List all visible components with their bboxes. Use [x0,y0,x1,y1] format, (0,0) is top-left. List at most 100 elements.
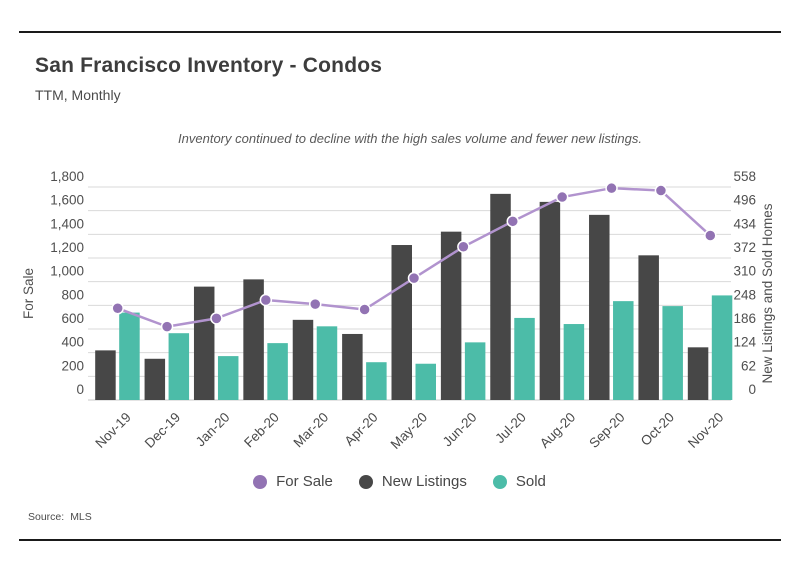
top-divider [19,31,781,33]
bar [366,362,387,400]
bar [168,333,190,400]
svg-text:Jul-20: Jul-20 [492,410,529,447]
bar [342,333,363,400]
svg-text:434: 434 [733,216,756,231]
for-sale-point [111,302,124,315]
chart-title: San Francisco Inventory - Condos [35,54,383,77]
for-sale-point [555,190,569,204]
for-sale-point [407,271,421,285]
x-axis-labels: Nov-19 Dec-19 Jan-20 Feb-20 Mar-20 Apr-20 May-… [92,410,726,452]
for-sale-point [308,297,322,311]
svg-text:May-20: May-20 [388,410,430,452]
for-sale-point [358,303,371,316]
svg-text:558: 558 [733,169,756,184]
for-sale-point [506,215,520,228]
svg-text:400: 400 [61,335,84,350]
left-axis-title: For Sale [21,268,36,319]
bar [638,255,659,400]
svg-text:Oct-20: Oct-20 [638,410,677,449]
bar [711,295,733,400]
bar [193,286,215,400]
source-note: Source: MLS [28,511,98,523]
svg-text:Jun-20: Jun-20 [440,410,480,450]
bars-sold [119,295,733,400]
svg-text:Feb-20: Feb-20 [241,410,282,451]
svg-text:0: 0 [748,382,756,397]
bar [292,319,314,400]
left-axis-ticks: 0 200 400 600 800 1,000 1,200 1,400 1,600 1,800 [50,169,84,397]
bottom-divider [19,539,781,541]
svg-text:372: 372 [733,240,756,255]
svg-text:Jan-20: Jan-20 [193,410,233,450]
bar [539,201,561,400]
combo-chart-svg: 0 200 400 600 800 1,000 1,200 1,400 1,600 1,800 0 6… [21,169,775,452]
legend-label: New Listings [381,473,467,490]
svg-text:1,000: 1,000 [50,264,84,279]
svg-text:600: 600 [61,311,84,326]
bar [267,343,288,400]
svg-text:Mar-20: Mar-20 [291,410,332,451]
right-axis-ticks: 0 62 124 186 248 310 372 434 496 558 [733,169,756,397]
svg-text:310: 310 [733,264,756,279]
bar [217,356,239,400]
bar [613,301,634,400]
svg-text:1,800: 1,800 [50,169,84,184]
bar [95,350,116,400]
legend-item-for-sale: For Sale [253,473,333,490]
for-sale-point [605,181,618,195]
svg-text:Apr-20: Apr-20 [341,410,380,449]
bar [440,231,462,400]
svg-text:Dec-19: Dec-19 [142,410,183,451]
for-sale-legend-dot-icon [253,474,268,489]
svg-text:Nov-20: Nov-20 [685,410,726,451]
bar [144,358,166,400]
bar [662,306,683,400]
source-value: MLS [70,511,92,523]
legend-label: Sold [515,473,546,490]
svg-text:496: 496 [733,193,756,208]
for-sale-points [111,181,717,333]
inventory-chart: 0 200 400 600 800 1,000 1,200 1,400 1,600 1,800 0 6… [0,160,799,470]
for-sale-point [210,312,223,325]
svg-text:Sep-20: Sep-20 [586,410,627,451]
chart-annotation: Inventory continued to decline with the … [178,131,642,146]
for-sale-point [160,320,174,333]
bar [316,326,338,400]
new-listings-legend-dot-icon [358,474,373,489]
svg-text:186: 186 [733,311,756,326]
source-label: Source: [28,511,65,523]
chart-subtitle: TTM, Monthly [35,87,121,103]
right-axis-title: New Listings and Sold Homes [760,203,775,383]
for-sale-point [654,184,668,197]
svg-text:200: 200 [61,358,84,373]
svg-text:1,600: 1,600 [50,193,84,208]
for-sale-point [259,293,273,307]
svg-text:Aug-20: Aug-20 [537,410,578,451]
svg-text:Nov-19: Nov-19 [92,410,133,451]
svg-text:1,400: 1,400 [50,216,84,231]
bar [119,312,140,400]
bar [243,279,264,400]
bar [687,347,709,400]
sold-legend-dot-icon [492,474,507,489]
svg-text:62: 62 [741,358,756,373]
bar [589,214,610,400]
bar [415,363,436,400]
bar [464,342,486,400]
bar [490,193,511,400]
svg-text:1,200: 1,200 [50,240,84,255]
bar [391,245,412,400]
svg-text:800: 800 [61,287,84,302]
svg-text:124: 124 [733,335,756,350]
for-sale-point [704,229,717,242]
bar [563,324,585,400]
legend-item-new-listings: New Listings [358,473,467,490]
bars-new-listings [95,193,709,400]
bar [514,317,535,400]
legend-item-sold: Sold [492,473,546,490]
svg-text:0: 0 [76,382,84,397]
legend-label: For Sale [276,473,333,490]
svg-text:248: 248 [733,287,756,302]
for-sale-point [457,240,470,254]
